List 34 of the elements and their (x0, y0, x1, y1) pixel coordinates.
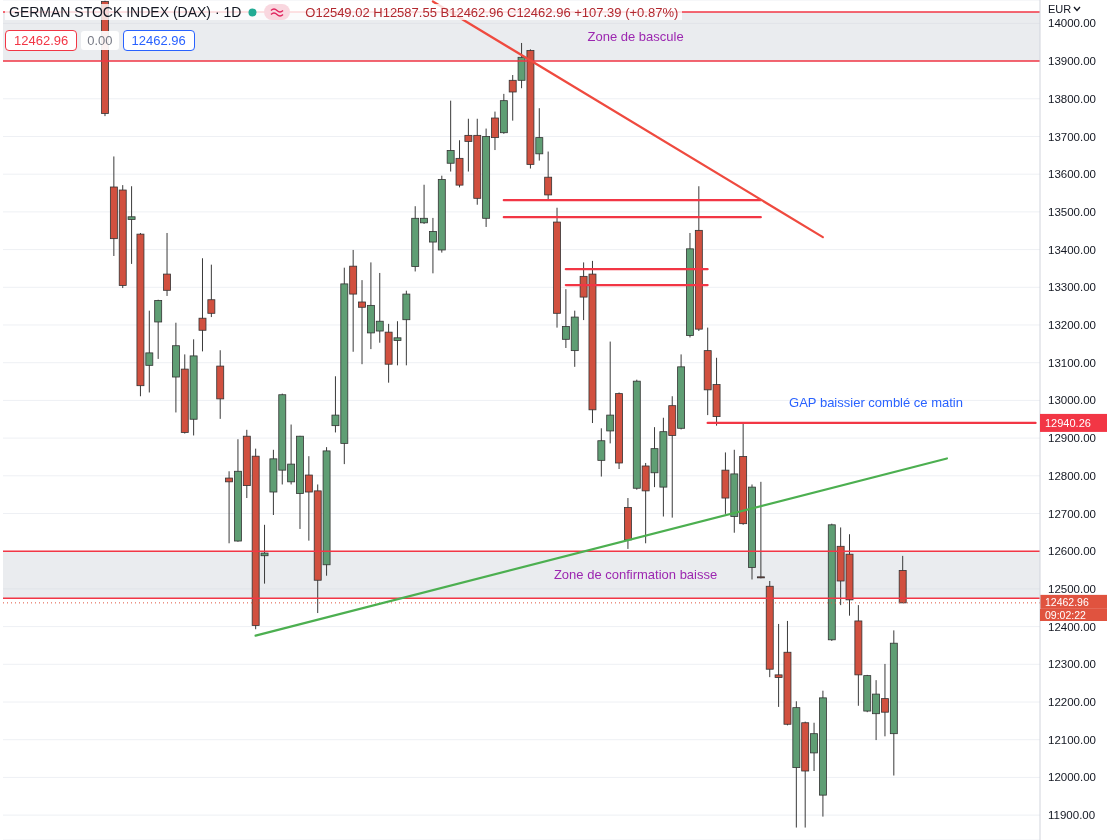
y-tick-label: 13600.00 (1048, 168, 1096, 181)
y-tick-label: 12100.00 (1048, 733, 1096, 746)
y-tick-label: 13700.00 (1048, 130, 1096, 143)
y-tick-label: 13100.00 (1048, 356, 1096, 369)
series-label: GAP baissier comblé ce matin (789, 394, 963, 410)
chart-subtitle: O12549.02 H12587.55 B12462.96 C12462.96 +107.39 (+0.87%) (305, 4, 679, 20)
y-tick-label: 12900.00 (1048, 432, 1096, 445)
annotation: 0.00 (81, 31, 119, 50)
y-tick-label: 13400.00 (1048, 243, 1096, 256)
data-label: 12940.26 (1045, 416, 1091, 429)
y-axis-title: EUR (1048, 3, 1072, 15)
text: 09:02:22 (1040, 608, 1107, 621)
y-tick-label: 13200.00 (1048, 319, 1096, 332)
annotation: 12462.96 (122, 30, 195, 51)
y-tick-label: 12800.00 (1048, 469, 1096, 482)
y-tick-label: 13500.00 (1048, 205, 1096, 218)
y-tick-label: 11900.00 (1048, 809, 1096, 822)
band-label: Zone de bascule (587, 28, 684, 44)
y-tick-label: 12400.00 (1048, 620, 1096, 633)
y-tick-label: 12500.00 (1048, 582, 1096, 595)
y-tick-label: 12700.00 (1048, 507, 1096, 520)
y-tick-label: 13000.00 (1048, 394, 1096, 407)
y-tick-label: 13300.00 (1048, 281, 1096, 294)
annotation: 12462.96 (5, 30, 78, 51)
y-tick-label: 13800.00 (1048, 92, 1096, 105)
y-tick-label: 14000.00 (1048, 17, 1096, 30)
ref-line-label: 12462.96 (1045, 596, 1089, 609)
y-tick-label: 13900.00 (1048, 55, 1096, 68)
y-tick-label: 12000.00 (1048, 771, 1096, 784)
y-tick-label: 12200.00 (1048, 696, 1096, 709)
band-label: Zone de confirmation baisse (553, 566, 718, 582)
y-tick-label: 12600.00 (1048, 545, 1096, 558)
y-tick-label: 12300.00 (1048, 658, 1096, 671)
chart-title: GERMAN STOCK INDEX (DAX) · 1D (9, 4, 242, 20)
